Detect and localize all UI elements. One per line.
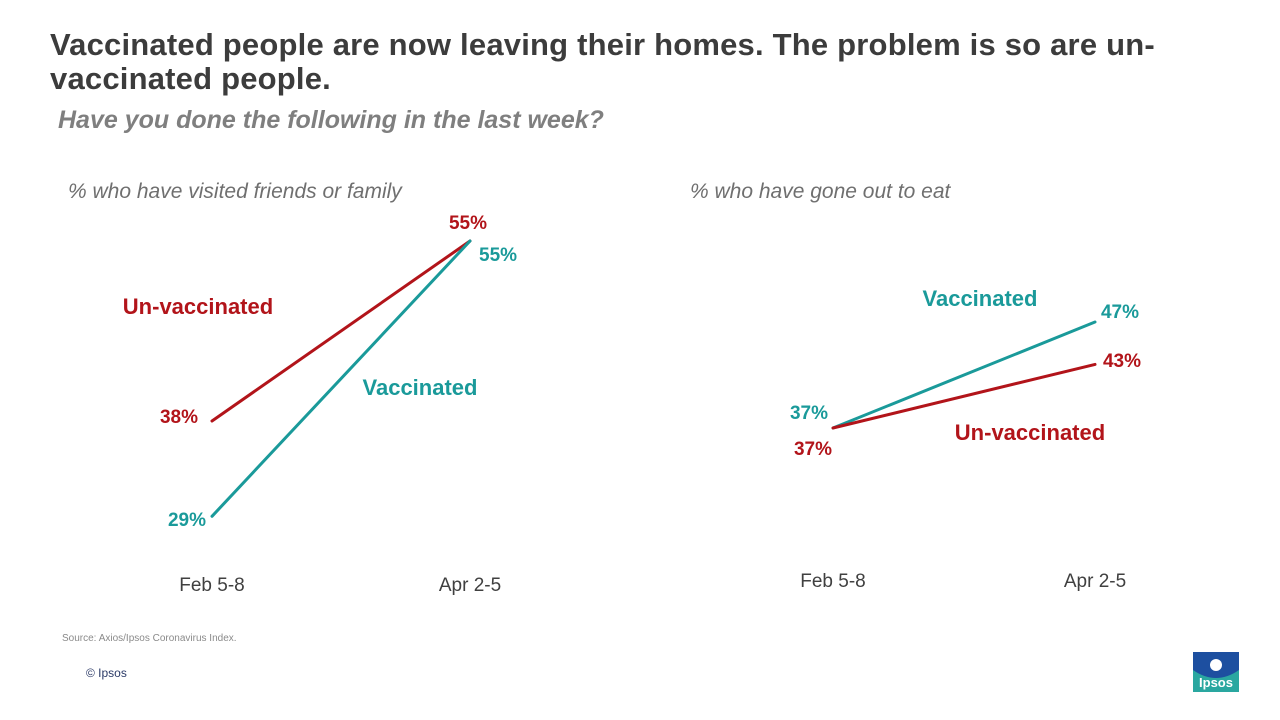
copyright: © Ipsos: [86, 666, 127, 680]
chart-title-visited: % who have visited friends or family: [68, 180, 402, 203]
data-label-un-vaccinated-start: 37%: [794, 439, 832, 460]
series-line-un-vaccinated: [210, 239, 472, 423]
x-tick-label: Feb 5-8: [179, 575, 244, 596]
page-subtitle: Have you done the following in the last …: [58, 106, 604, 134]
ipsos-logo: Ipsos: [1193, 652, 1239, 692]
series-line-vaccinated: [210, 239, 472, 518]
x-tick-label: Apr 2-5: [439, 575, 501, 596]
series-line-un-vaccinated: [831, 362, 1097, 430]
data-label-vaccinated-end: 55%: [479, 245, 517, 266]
x-tick-label: Feb 5-8: [800, 571, 865, 592]
series-name-vaccinated: Vaccinated: [363, 375, 478, 400]
chart-gone-out-to-eat: 37% 47% Vaccinated 37% 43% Un-vaccinated Feb 5…: [790, 286, 1141, 592]
source-note: Source: Axios/Ipsos Coronavirus Index.: [62, 633, 237, 644]
series-name-un-vaccinated: Un-vaccinated: [123, 294, 273, 319]
page-title: Vaccinated people are now leaving their …: [50, 27, 1155, 96]
logo-text: Ipsos: [1199, 675, 1233, 690]
series-name-vaccinated: Vaccinated: [923, 286, 1038, 311]
x-tick-label: Apr 2-5: [1064, 571, 1126, 592]
data-label-un-vaccinated-start: 38%: [160, 407, 198, 428]
data-label-vaccinated-start: 29%: [168, 510, 206, 531]
chart-title-eat: % who have gone out to eat: [690, 180, 951, 203]
chart-visited-friends: 38% 55% Un-vaccinated 29% 55% Vaccinated Feb 5…: [123, 213, 517, 596]
data-label-vaccinated-end: 47%: [1101, 302, 1139, 323]
series-name-un-vaccinated: Un-vaccinated: [955, 420, 1105, 445]
data-label-un-vaccinated-end: 55%: [449, 213, 487, 234]
data-label-vaccinated-start: 37%: [790, 403, 828, 424]
series-line-vaccinated: [831, 320, 1097, 430]
data-label-un-vaccinated-end: 43%: [1103, 351, 1141, 372]
